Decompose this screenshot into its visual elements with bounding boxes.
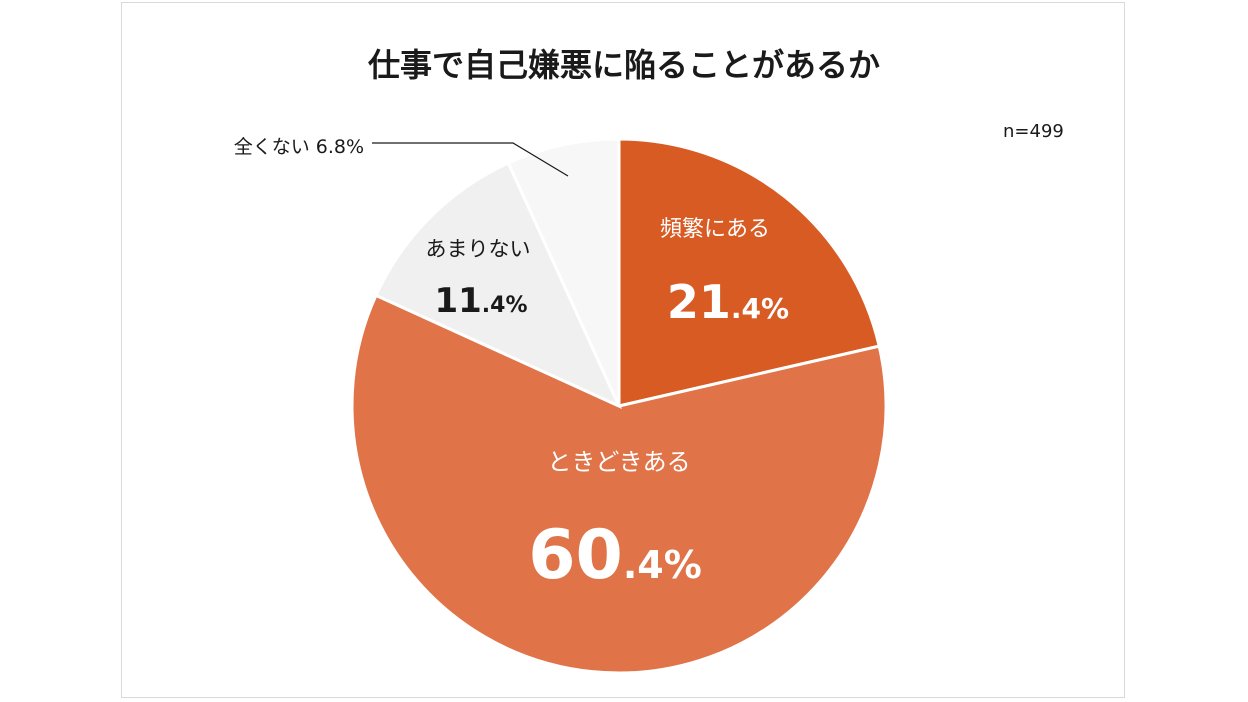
pie-slice-3 bbox=[374, 161, 623, 410]
chart-title: 仕事で自己嫌悪に陥ることがあるか bbox=[367, 46, 880, 84]
sample-size-label: n=499 bbox=[1003, 121, 1064, 142]
slice-label-4: 全くない 6.8% bbox=[234, 136, 364, 158]
pie-slice-4 bbox=[506, 137, 621, 407]
slice-label-3: あまりない bbox=[426, 237, 531, 261]
slice-value-3: 11.4% bbox=[434, 281, 527, 321]
slice-value-1: 21.4% bbox=[667, 275, 789, 329]
slice-value-2: 60.4% bbox=[528, 516, 702, 595]
pie-slice-2 bbox=[350, 293, 888, 675]
slice-label-2: ときどきある bbox=[547, 448, 690, 476]
leader-line bbox=[372, 142, 569, 177]
slice-label-1: 頻繁にある bbox=[660, 217, 770, 242]
pie-slice-1 bbox=[617, 137, 881, 408]
